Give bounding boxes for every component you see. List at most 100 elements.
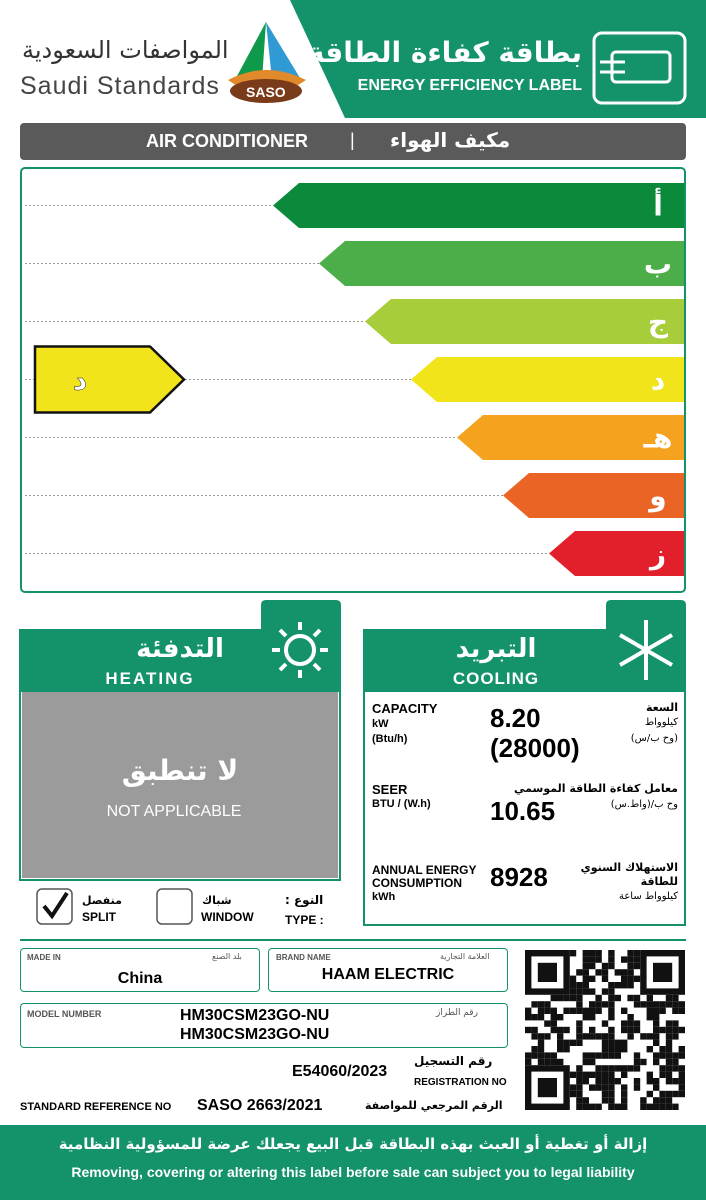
qr-module	[627, 1020, 634, 1027]
qr-module	[627, 1033, 634, 1040]
qr-module	[544, 1058, 551, 1066]
qr-module	[557, 1026, 564, 1034]
qr-module	[608, 1065, 615, 1072]
qr-module	[621, 1026, 628, 1034]
qr-module	[563, 1026, 570, 1034]
qr-module	[601, 975, 609, 982]
qr-module	[589, 1103, 596, 1110]
qr-module	[646, 1071, 653, 1078]
qr-module	[601, 962, 609, 970]
seer-unit-ar: وح ب/(واط.س)	[610, 799, 678, 810]
type-label-en: TYPE :	[285, 913, 324, 927]
qr-module	[589, 1071, 596, 1078]
qr-module	[576, 1065, 583, 1072]
cooling-header	[364, 601, 685, 692]
annual-label: ANNUAL ENERGY CONSUMPTION	[372, 863, 477, 890]
qr-module	[653, 1052, 660, 1059]
qr-module	[653, 1084, 660, 1091]
qr-module	[569, 994, 577, 1002]
qr-module	[627, 982, 634, 989]
qr-module	[601, 1046, 609, 1053]
qr-module	[544, 1001, 551, 1008]
rating-letter: د	[651, 364, 665, 397]
qr-module	[537, 1058, 545, 1066]
qr-module	[589, 1084, 596, 1091]
qr-module	[537, 1052, 545, 1059]
qr-module	[646, 1078, 653, 1085]
qr-module	[550, 1014, 557, 1021]
qr-module	[640, 1058, 647, 1066]
qr-module	[665, 1046, 673, 1053]
ac-icon-unit	[610, 50, 672, 84]
brand-label: BRAND NAME	[276, 953, 331, 962]
qr-module	[640, 1001, 647, 1008]
qr-module	[550, 1007, 557, 1014]
model-label-ar: رقم الطراز	[436, 1008, 478, 1018]
qr-module	[678, 1090, 685, 1098]
qr-code	[525, 950, 686, 1111]
qr-module	[659, 1007, 666, 1014]
qr-module	[582, 1007, 589, 1014]
qr-module	[601, 1078, 609, 1085]
rating-letter: ز	[648, 538, 666, 571]
rating-arrow	[411, 357, 684, 402]
qr-module	[576, 1078, 583, 1085]
qr-module	[653, 1097, 660, 1104]
qr-module	[582, 982, 589, 989]
qr-module	[563, 994, 570, 1002]
rating-letter: و	[647, 480, 666, 513]
title-en: ENERGY EFFICIENCY LABEL	[357, 77, 582, 94]
qr-module	[633, 1078, 641, 1085]
qr-module	[653, 1026, 660, 1034]
qr-module	[608, 988, 615, 995]
qr-module	[633, 1001, 641, 1008]
qr-module	[525, 1026, 532, 1034]
qr-module	[589, 1007, 596, 1014]
qr-module	[608, 1097, 615, 1104]
qr-module	[633, 1026, 641, 1034]
qr-module	[582, 988, 589, 995]
qr-module	[627, 950, 634, 957]
qr-module	[582, 1058, 589, 1066]
qr-finder	[537, 962, 557, 982]
qr-module	[525, 1007, 532, 1014]
qr-module	[665, 1071, 673, 1078]
qr-module	[646, 1090, 653, 1098]
qr-module	[537, 1033, 545, 1040]
qr-module	[653, 1001, 660, 1008]
qr-module	[608, 950, 615, 957]
qr-module	[659, 1026, 666, 1034]
qr-module	[544, 1020, 551, 1027]
qr-module	[582, 956, 589, 963]
qr-module	[627, 994, 634, 1002]
qr-module	[601, 1052, 609, 1059]
cooling-title-ar: التبريد	[455, 634, 537, 664]
ac-icon	[592, 31, 687, 105]
qr-module	[569, 950, 577, 957]
qr-module	[601, 1020, 609, 1027]
qr-module	[582, 1097, 589, 1104]
qr-module	[614, 1039, 621, 1046]
annual-unit-ar: كيلوواط ساعة	[618, 891, 678, 902]
qr-module	[640, 1097, 647, 1104]
qr-module	[665, 1090, 673, 1098]
qr-module	[665, 1078, 673, 1085]
qr-module	[653, 1058, 660, 1066]
selected-letter: د	[73, 364, 87, 397]
title-ar: بطاقة كفاءة الطاقة	[307, 36, 582, 69]
qr-module	[608, 962, 615, 970]
capacity-label-ar: السعة	[646, 701, 678, 714]
qr-module	[608, 956, 615, 963]
qr-module	[601, 1039, 609, 1046]
qr-module	[665, 1097, 673, 1104]
type-option-en: SPLIT	[82, 910, 117, 924]
capacity-value: 8.20	[490, 703, 541, 733]
qr-module	[633, 1052, 641, 1059]
qr-module	[608, 1084, 615, 1091]
rating-arrow	[319, 241, 684, 286]
qr-module	[601, 1033, 609, 1040]
qr-module	[621, 1071, 628, 1078]
qr-module	[563, 1039, 570, 1046]
made-in-value: China	[117, 970, 163, 987]
